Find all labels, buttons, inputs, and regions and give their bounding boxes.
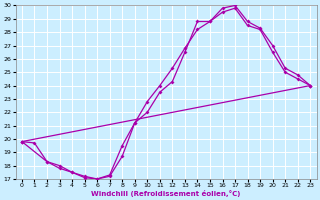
X-axis label: Windchill (Refroidissement éolien,°C): Windchill (Refroidissement éolien,°C) (92, 190, 241, 197)
